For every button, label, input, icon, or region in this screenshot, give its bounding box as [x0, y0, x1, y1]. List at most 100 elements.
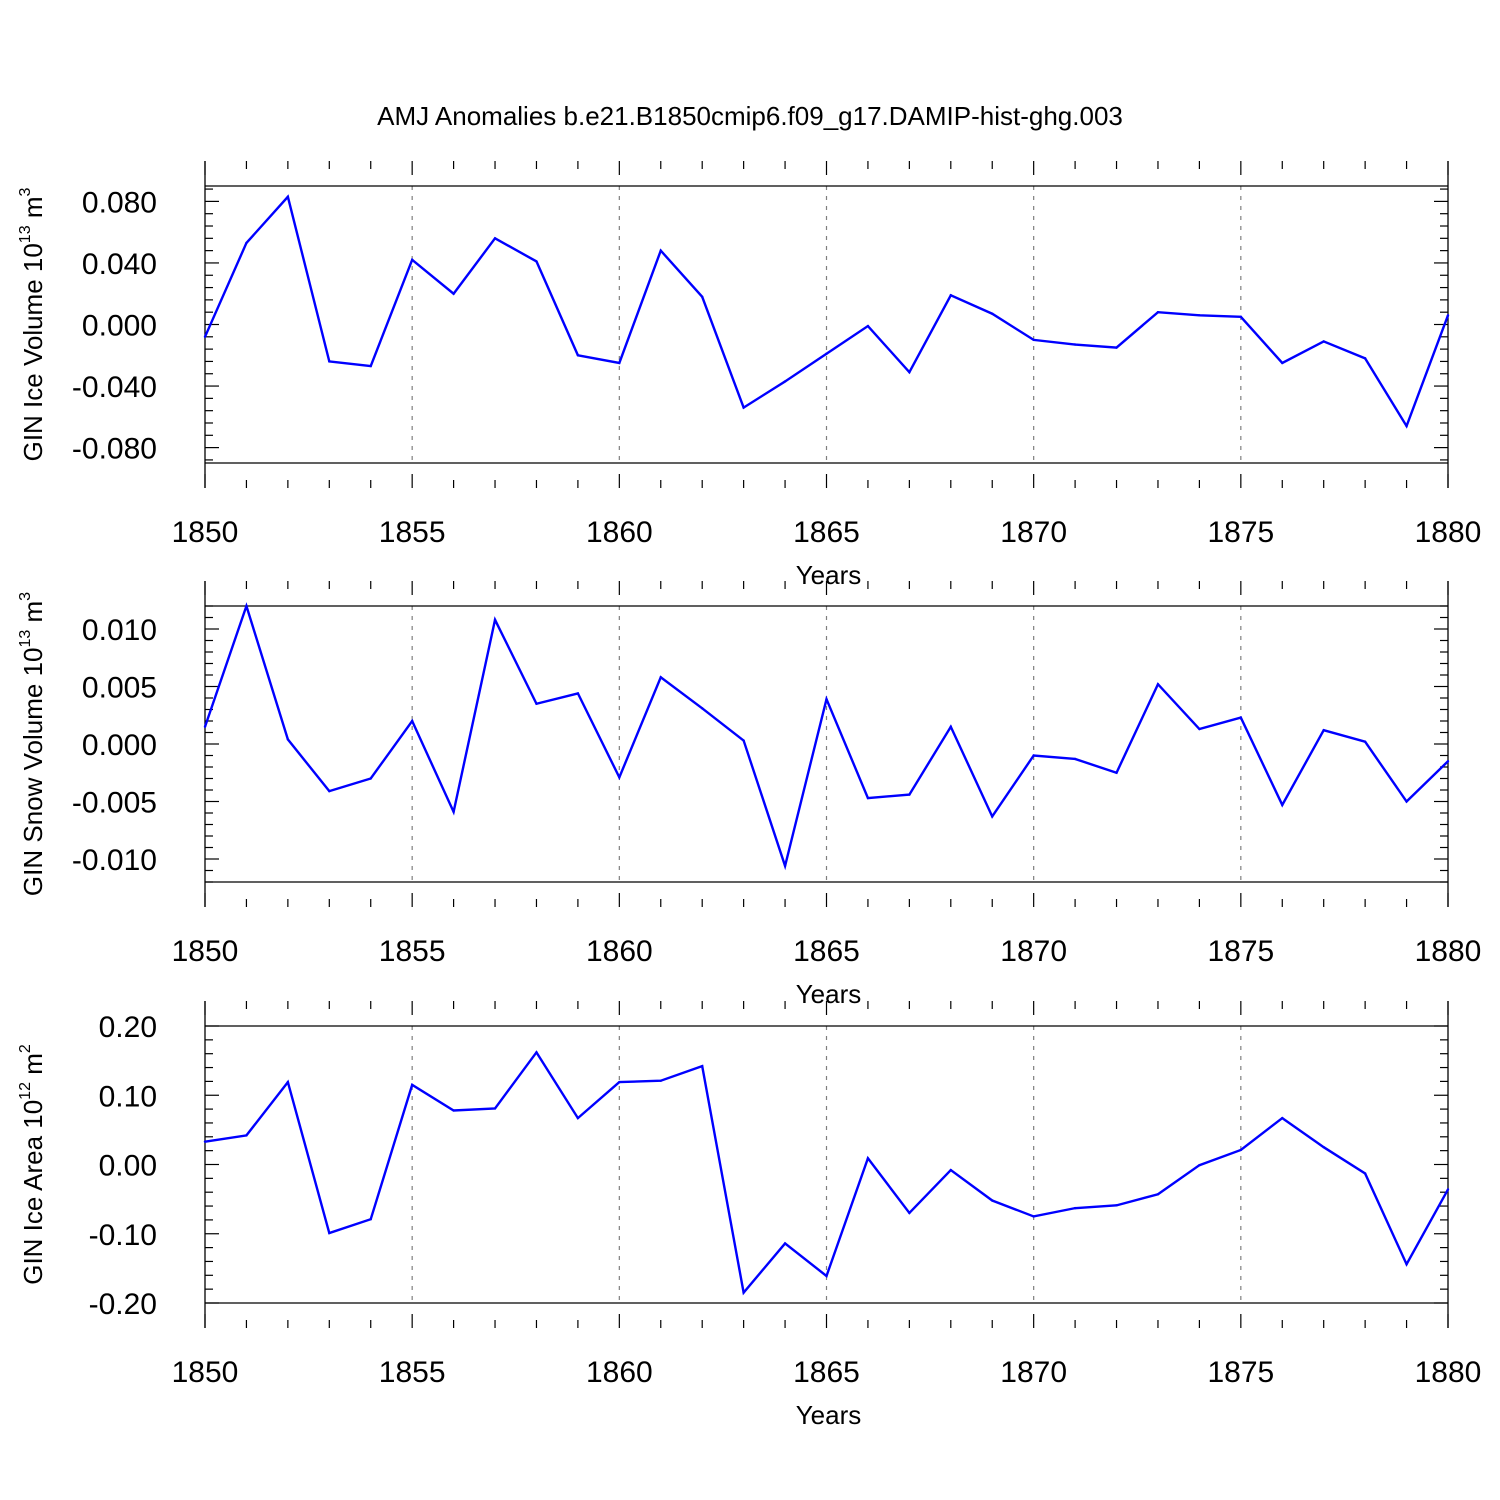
- chart-panel-2: -0.010 -0.005 0.000 0.005 0.010 1850 1855 1860 1…: [17, 581, 1481, 1009]
- data-point: [908, 371, 911, 374]
- x-tick-label: 1870: [1000, 935, 1067, 968]
- y-axis-title-exp: 13: [17, 630, 34, 648]
- y-tick-label: -0.005: [72, 787, 157, 820]
- data-point: [1073, 343, 1077, 346]
- x-tick-label: 1860: [586, 1356, 653, 1389]
- data-point: [452, 292, 455, 295]
- data-point: [410, 719, 414, 723]
- y-axis-title-unit: m: [18, 1053, 48, 1082]
- data-point: [1156, 1193, 1160, 1196]
- x-tick-label: 1850: [172, 935, 239, 968]
- data-point: [783, 380, 787, 383]
- y-tick-label: -0.040: [72, 371, 157, 404]
- data-point: [410, 258, 414, 262]
- chart-panel-3: -0.20 -0.10 0.00 0.10 0.20 1850 1855 1860 1865 18…: [17, 1001, 1481, 1430]
- y-axis-title: GIN Ice Area 1012 m2: [17, 1044, 48, 1285]
- data-point: [328, 1231, 331, 1235]
- y-tick-label: 0.080: [82, 186, 157, 219]
- data-point: [825, 697, 828, 701]
- data-point: [286, 195, 290, 198]
- data-point: [1156, 683, 1160, 686]
- y-axis-title: GIN Snow Volume 1013 m3: [17, 592, 48, 896]
- x-tick-label: 1850: [172, 516, 239, 549]
- y-tick-label: -0.20: [89, 1288, 157, 1321]
- y-axis-title-text: GIN Snow Volume 10: [18, 648, 48, 897]
- data-point: [286, 1080, 290, 1084]
- data-point: [1281, 803, 1284, 807]
- data-point: [1363, 740, 1367, 743]
- y-axis-title-text: GIN Ice Volume 10: [18, 243, 48, 461]
- x-tick-label: 1880: [1415, 1356, 1482, 1389]
- data-point: [825, 352, 828, 355]
- data-point: [535, 1051, 538, 1054]
- y-tick-label: -0.10: [89, 1219, 157, 1252]
- data-point: [452, 810, 455, 814]
- y-axis-title-unit-exp: 3: [17, 187, 34, 196]
- y-tick-label: 0.000: [82, 729, 157, 762]
- data-point: [245, 604, 248, 608]
- y-axis-title-text: GIN Ice Area 10: [18, 1100, 48, 1285]
- data-point: [701, 707, 704, 710]
- data-point: [576, 1116, 580, 1120]
- data-point: [203, 335, 207, 339]
- x-tick-label: 1860: [586, 935, 653, 968]
- data-point: [908, 793, 911, 796]
- data-point: [245, 241, 248, 245]
- data-point: [783, 1242, 787, 1245]
- x-tick-label: 1870: [1000, 516, 1067, 549]
- y-tick-label: 0.10: [99, 1080, 157, 1113]
- y-tick-label: 0.00: [99, 1150, 157, 1183]
- x-tick-label: 1875: [1207, 516, 1274, 549]
- data-point: [1405, 800, 1408, 803]
- x-axis-title: Years: [796, 560, 862, 590]
- data-point: [742, 739, 745, 742]
- data-point: [742, 1291, 745, 1294]
- x-tick-label: 1865: [793, 1356, 860, 1389]
- data-point: [701, 295, 704, 298]
- y-axis-title-unit: m: [18, 601, 48, 630]
- data-point: [618, 1080, 621, 1084]
- x-tick-label: 1850: [172, 1356, 239, 1389]
- data-point: [1322, 729, 1325, 732]
- data-point: [866, 796, 870, 800]
- data-point: [576, 354, 580, 357]
- y-axis-title-unit-exp: 2: [17, 1044, 34, 1053]
- chart-title: AMJ Anomalies b.e21.B1850cmip6.f09_g17.D…: [377, 101, 1123, 131]
- y-tick-label: 0.20: [99, 1011, 157, 1044]
- data-point: [659, 676, 662, 679]
- data-point: [535, 702, 538, 705]
- data-point: [825, 1274, 828, 1278]
- data-point: [1032, 754, 1035, 757]
- data-point: [369, 777, 372, 780]
- data-point: [328, 789, 331, 793]
- data-point: [991, 312, 994, 315]
- data-point: [1073, 757, 1077, 761]
- data-point: [1322, 1145, 1325, 1149]
- data-point: [369, 1218, 372, 1221]
- data-point: [410, 1083, 414, 1087]
- x-axis-title: Years: [796, 979, 862, 1009]
- data-point: [286, 738, 290, 741]
- data-point: [659, 249, 662, 252]
- data-point: [866, 324, 870, 328]
- data-point: [1405, 1263, 1408, 1266]
- data-point: [1405, 424, 1408, 428]
- data-point: [1156, 310, 1160, 314]
- x-tick-label: 1855: [379, 935, 446, 968]
- data-point: [1239, 1148, 1243, 1152]
- y-axis-title-unit-exp: 3: [17, 592, 34, 601]
- x-tick-label: 1875: [1207, 935, 1274, 968]
- data-point: [452, 1109, 455, 1112]
- data-point: [1115, 771, 1118, 774]
- data-point: [618, 776, 621, 779]
- data-point: [659, 1079, 662, 1082]
- data-point: [1281, 361, 1284, 365]
- y-tick-label: 0.010: [82, 614, 157, 647]
- data-point: [493, 618, 497, 621]
- x-tick-label: 1870: [1000, 1356, 1067, 1389]
- y-tick-label: -0.010: [72, 844, 157, 877]
- data-point: [203, 1140, 207, 1143]
- data-point: [949, 725, 952, 728]
- data-point: [1198, 314, 1201, 317]
